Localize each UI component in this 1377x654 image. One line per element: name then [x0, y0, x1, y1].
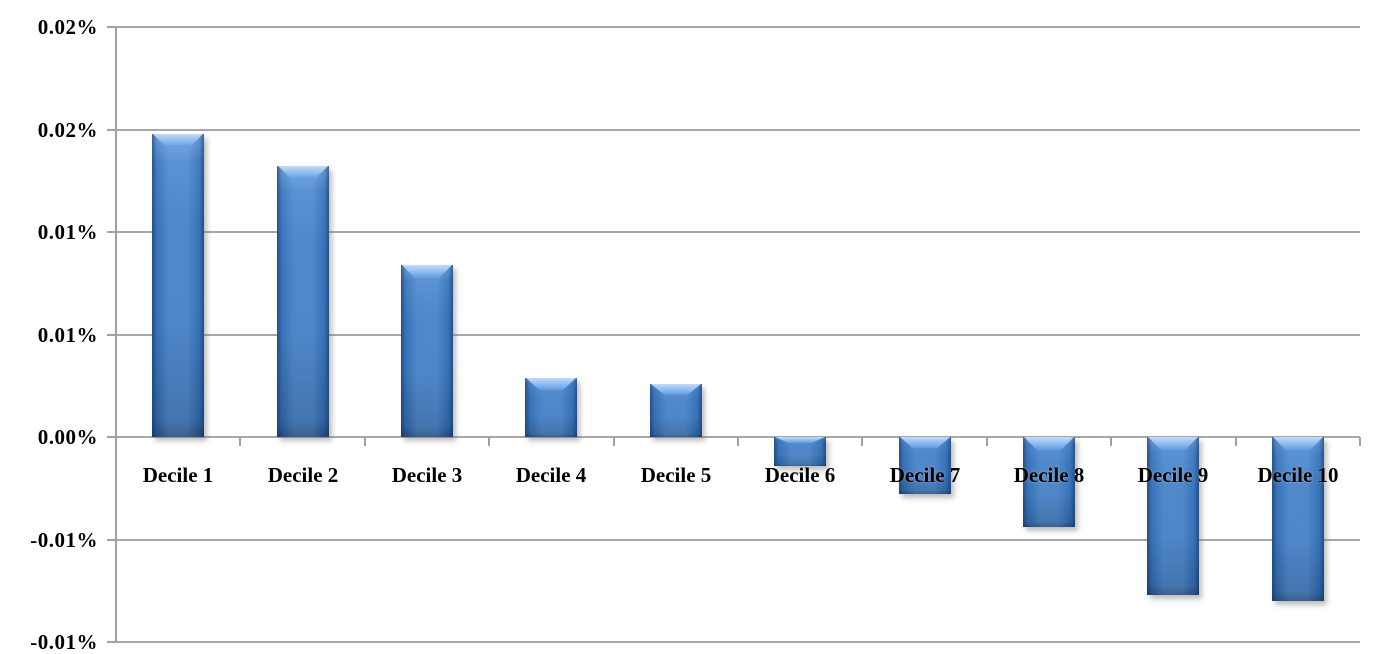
gridline-1 [116, 129, 1360, 131]
bar-top-bevel [278, 166, 328, 179]
y-tick-label-2: 0.01% [37, 220, 98, 244]
gridline-2 [116, 231, 1360, 233]
gridline-5 [116, 539, 1360, 541]
bar-top-bevel [775, 437, 825, 443]
gridline-3 [116, 334, 1360, 336]
bar-decile-9 [1147, 437, 1199, 595]
y-axis-tick-1 [107, 129, 116, 131]
bar-top-bevel [1024, 437, 1074, 450]
y-tick-label-5: -0.01% [30, 528, 98, 552]
bar-decile-1 [152, 134, 204, 437]
x-label-decile-10: Decile 10 [1257, 463, 1339, 487]
y-tick-label-6: -0.01% [30, 630, 98, 654]
bar-top-bevel [900, 437, 950, 449]
y-tick-label-0: 0.02% [37, 15, 98, 39]
bar-decile-4 [525, 378, 577, 437]
x-axis-tick-2 [364, 437, 366, 446]
bar-decile-5 [650, 384, 702, 437]
y-axis-line [115, 27, 117, 642]
y-tick-label-3: 0.01% [37, 323, 98, 347]
x-label-decile-8: Decile 8 [1013, 463, 1085, 487]
y-axis-tick-6 [107, 641, 116, 643]
x-label-decile-7: Decile 7 [889, 463, 961, 487]
bar-decile-3 [401, 265, 453, 437]
bar-decile-6 [774, 437, 826, 466]
x-label-decile-2: Decile 2 [267, 463, 339, 487]
x-axis-tick-1 [239, 437, 241, 446]
gridline-6 [116, 641, 1360, 643]
bar-decile-2 [277, 166, 329, 437]
x-axis-tick-4 [613, 437, 615, 446]
bar-top-bevel [402, 265, 452, 278]
bar-top-bevel [1148, 437, 1198, 450]
bar-top-bevel [153, 134, 203, 147]
x-axis-tick-6 [861, 437, 863, 446]
x-axis-tick-0 [115, 437, 117, 446]
bar-top-bevel [1273, 437, 1323, 450]
bar-decile-10 [1272, 437, 1324, 601]
x-axis-tick-5 [737, 437, 739, 446]
y-axis-tick-5 [107, 539, 116, 541]
x-axis-tick-10 [1359, 437, 1361, 446]
x-label-decile-9: Decile 9 [1137, 463, 1209, 487]
gridline-0 [116, 26, 1360, 28]
x-axis-tick-7 [986, 437, 988, 446]
x-axis-tick-9 [1235, 437, 1237, 446]
x-label-decile-4: Decile 4 [515, 463, 587, 487]
x-label-decile-5: Decile 5 [640, 463, 712, 487]
y-axis-tick-0 [107, 26, 116, 28]
x-label-decile-3: Decile 3 [391, 463, 463, 487]
x-label-decile-1: Decile 1 [142, 463, 214, 487]
y-tick-label-4: 0.00% [37, 425, 98, 449]
bar-decile-8 [1023, 437, 1075, 527]
x-axis-tick-8 [1110, 437, 1112, 446]
x-label-decile-6: Decile 6 [764, 463, 836, 487]
y-tick-label-1: 0.02% [37, 118, 98, 142]
bar-top-bevel [526, 378, 576, 390]
bar-decile-7 [899, 437, 951, 494]
y-axis-tick-2 [107, 231, 116, 233]
y-axis-tick-4 [107, 436, 116, 438]
x-axis-tick-3 [488, 437, 490, 446]
y-axis-tick-3 [107, 334, 116, 336]
bar-top-bevel [651, 384, 701, 395]
